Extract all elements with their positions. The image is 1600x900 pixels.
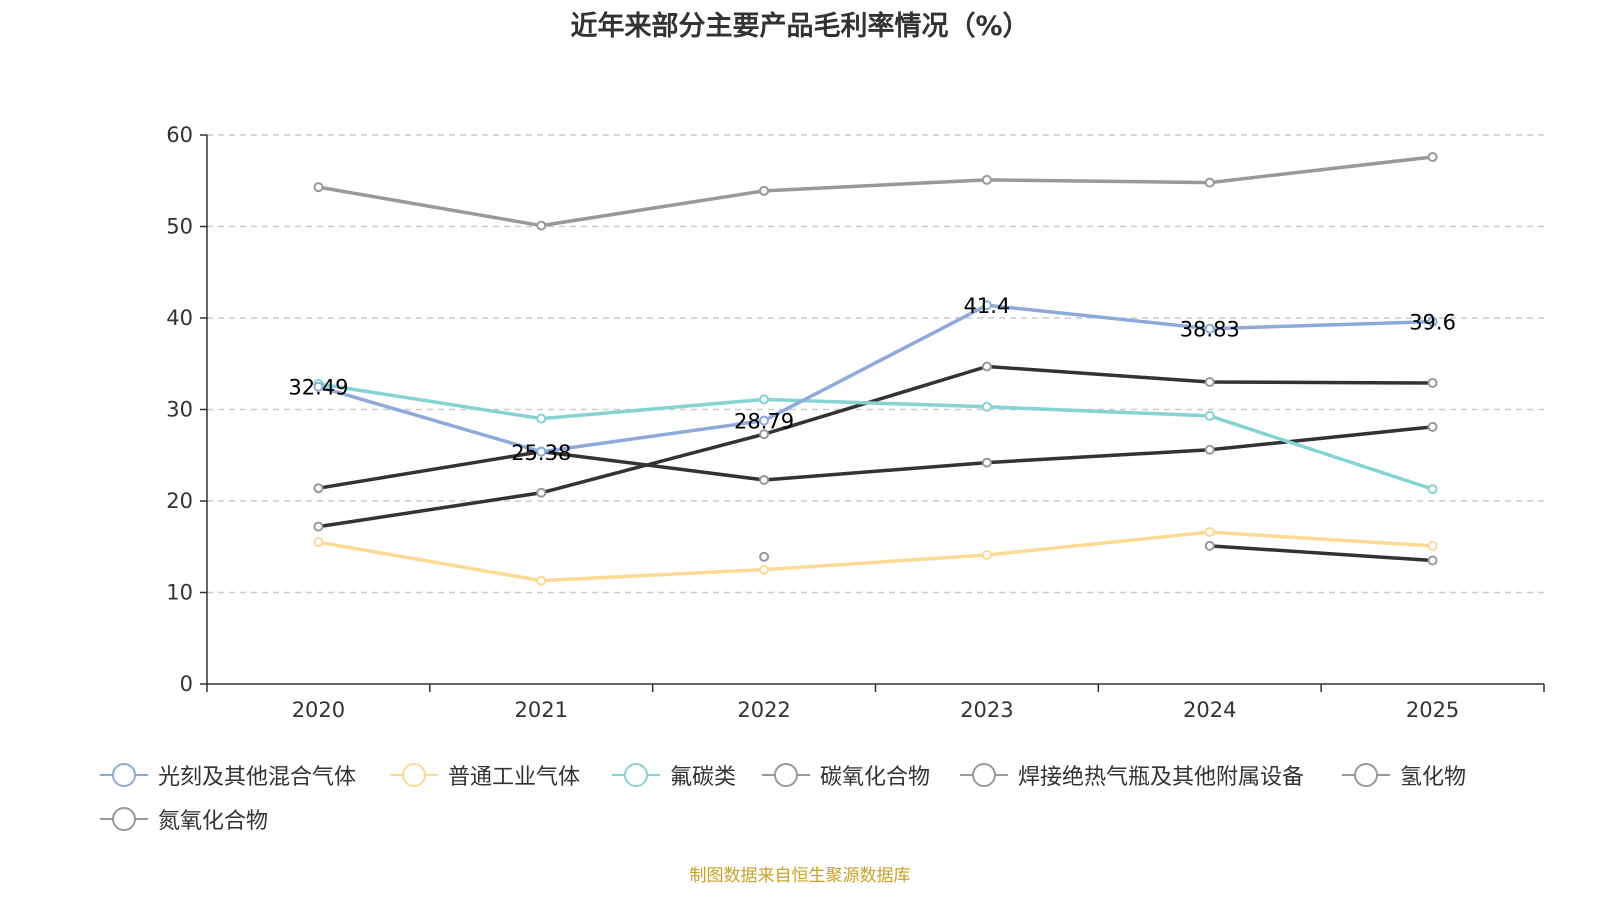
data-label: 39.6 xyxy=(1409,311,1456,335)
data-point xyxy=(1204,444,1215,455)
series-5 xyxy=(759,540,1438,566)
x-tick-label-2025: 2025 xyxy=(1406,698,1459,722)
data-point xyxy=(1427,421,1438,432)
series-1 xyxy=(313,527,1438,586)
data-label: 28.79 xyxy=(734,410,794,434)
series-line xyxy=(318,530,1433,583)
data-label: 25.38 xyxy=(511,441,571,465)
data-point xyxy=(981,549,992,560)
y-tick-label: 20 xyxy=(166,489,193,513)
chart-title: 近年来部分主要产品毛利率情况（%） xyxy=(570,11,1030,42)
data-point xyxy=(759,564,770,575)
series-0 xyxy=(313,300,1438,457)
data-point xyxy=(759,394,770,405)
axes: 0 10 20 30 40 50 60 2020 2021 2022 2023 2024 2025 xyxy=(166,123,1545,722)
legend-line-circle-icon xyxy=(100,802,148,836)
series-3 xyxy=(313,421,1438,494)
y-tick-label: 10 xyxy=(166,581,193,605)
data-point xyxy=(536,575,547,586)
source-note: 制图数据来自恒生聚源数据库 xyxy=(689,866,911,886)
data-point xyxy=(536,413,547,424)
series-6 xyxy=(313,151,1438,231)
x-tick-label-2020: 2020 xyxy=(292,698,345,722)
grid-lines xyxy=(207,134,1544,594)
legend-item[interactable]: 氟碳类 xyxy=(612,758,736,792)
y-tick-label: 30 xyxy=(166,398,193,422)
series-line xyxy=(318,364,1433,529)
legend-line-circle-icon xyxy=(100,758,148,792)
legend-label: 碳氧化合物 xyxy=(820,765,931,790)
data-point xyxy=(1427,377,1438,388)
data-point xyxy=(313,182,324,193)
data-point xyxy=(536,220,547,231)
data-labels: 32.49 25.38 28.79 41.4 38.83 39.6 xyxy=(288,294,1456,465)
legend-item[interactable]: 普通工业气体 xyxy=(390,758,580,792)
y-tick-label: 0 xyxy=(180,672,193,696)
legend-label: 氢化物 xyxy=(1400,765,1467,790)
y-tick-label: 40 xyxy=(166,306,193,330)
data-point xyxy=(1427,151,1438,162)
legend-line-circle-icon xyxy=(762,758,810,792)
series-line xyxy=(318,425,1433,490)
series-line xyxy=(317,303,1433,454)
legend-item[interactable]: 氢化物 xyxy=(1342,758,1466,792)
data-point xyxy=(759,429,770,440)
data-point xyxy=(981,174,992,185)
x-tick-label-2021: 2021 xyxy=(515,698,568,722)
series-lines xyxy=(313,151,1438,586)
legend-label: 氮氧化合物 xyxy=(158,809,269,834)
x-tick-label-2024: 2024 xyxy=(1183,698,1236,722)
data-point xyxy=(759,474,770,485)
data-point xyxy=(1204,410,1215,421)
series-line xyxy=(318,155,1433,228)
y-tick-label: 60 xyxy=(166,123,193,147)
data-point xyxy=(1427,484,1438,495)
series-line xyxy=(1209,544,1433,563)
series-2 xyxy=(313,378,1438,495)
data-point xyxy=(313,521,324,532)
legend-line-circle-icon xyxy=(1342,758,1390,792)
data-point xyxy=(981,300,992,311)
data-point xyxy=(981,401,992,412)
y-tick-label: 50 xyxy=(166,215,193,239)
data-point xyxy=(981,457,992,468)
legend-item[interactable]: 光刻及其他混合气体 xyxy=(100,758,356,792)
legend-label: 光刻及其他混合气体 xyxy=(158,765,357,790)
data-point xyxy=(536,487,547,498)
data-point xyxy=(1427,555,1438,566)
data-point xyxy=(981,361,992,372)
data-point xyxy=(1204,540,1215,551)
data-point xyxy=(313,537,324,548)
legend-item[interactable]: 焊接绝热气瓶及其他附属设备 xyxy=(960,758,1304,792)
data-point xyxy=(536,446,547,457)
legend-line-circle-icon xyxy=(390,758,438,792)
data-point xyxy=(313,483,324,494)
data-point xyxy=(1204,527,1215,538)
legend-label: 普通工业气体 xyxy=(448,765,581,790)
legend-label: 焊接绝热气瓶及其他附属设备 xyxy=(1018,765,1305,790)
x-tick-label-2023: 2023 xyxy=(960,698,1013,722)
data-point xyxy=(1427,316,1438,327)
legend-label: 氟碳类 xyxy=(670,765,737,790)
data-point xyxy=(759,551,770,562)
x-tick-label-2022: 2022 xyxy=(737,698,790,722)
data-point xyxy=(1204,377,1215,388)
data-point xyxy=(759,185,770,196)
data-point xyxy=(759,415,770,426)
data-point xyxy=(1204,177,1215,188)
series-4 xyxy=(313,361,1438,532)
legend-line-circle-icon xyxy=(960,758,1008,792)
legend-item[interactable]: 碳氧化合物 xyxy=(762,758,930,792)
data-label: 41.4 xyxy=(964,294,1011,318)
data-point xyxy=(1427,540,1438,551)
series-line xyxy=(318,382,1434,491)
data-point xyxy=(1204,323,1215,334)
data-label: 32.49 xyxy=(288,376,348,400)
data-point xyxy=(313,381,324,392)
legend-line-circle-icon xyxy=(612,758,660,792)
legend-item[interactable]: 氮氧化合物 xyxy=(100,802,268,836)
data-label: 38.83 xyxy=(1180,318,1240,342)
